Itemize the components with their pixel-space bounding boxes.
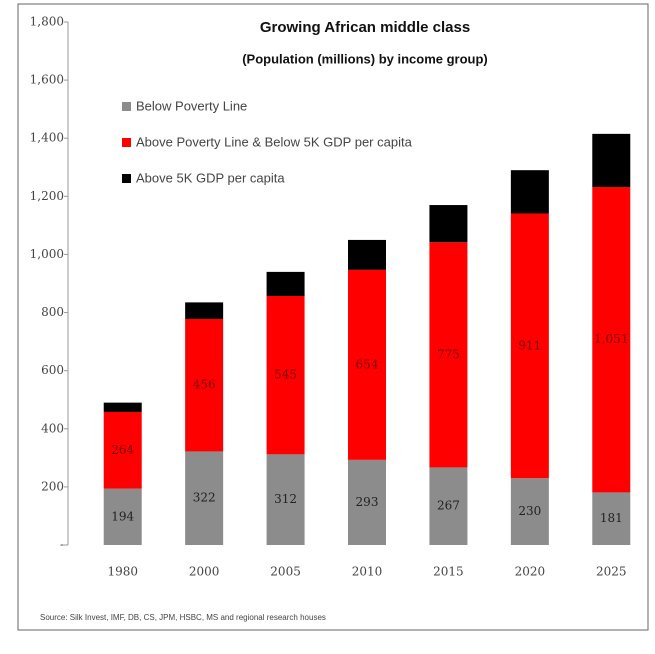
data-label: 267 <box>437 499 460 513</box>
y-tick-label: 1,000 <box>30 247 64 261</box>
y-tick-label: 400 <box>41 421 64 435</box>
x-tick-label: 2015 <box>433 565 464 579</box>
y-tick-label: 1,200 <box>30 189 64 203</box>
bar-segment <box>592 492 631 545</box>
data-label: 1,051 <box>594 332 628 346</box>
bar-segment <box>592 187 631 493</box>
y-tick-label: 600 <box>41 363 64 377</box>
data-label: 312 <box>274 492 297 506</box>
bar-segment <box>429 242 468 468</box>
data-label: 456 <box>193 378 216 392</box>
bar-segment <box>103 402 142 412</box>
data-label: 545 <box>274 368 297 382</box>
bar-segment <box>510 213 549 479</box>
x-tick-label: 2000 <box>189 565 220 579</box>
data-label: 775 <box>437 347 460 361</box>
bar-segment <box>266 271 305 296</box>
bar-segment <box>348 269 386 460</box>
bar-segment <box>266 454 305 545</box>
y-tick-label: 1,400 <box>30 131 64 145</box>
x-tick-label: 2005 <box>270 565 301 579</box>
legend-label: Below Poverty Line <box>136 98 247 113</box>
bar-segment <box>510 478 549 545</box>
x-tick-label: 2010 <box>352 565 383 579</box>
frame <box>17 3 649 631</box>
bar-segment <box>348 459 386 545</box>
data-label: 194 <box>111 509 134 523</box>
bar-segment <box>429 467 468 545</box>
bar-segment <box>185 302 224 319</box>
bar-segment <box>510 170 549 214</box>
data-label: 181 <box>600 511 623 525</box>
bar-segment <box>185 318 224 452</box>
bar-segment <box>429 205 468 243</box>
chart-subtitle: (Population (millions) by income group) <box>242 51 488 66</box>
legend-swatch <box>122 102 131 111</box>
bar-segment <box>185 451 224 545</box>
y-tick-label: 800 <box>41 305 64 319</box>
legend-label: Above Poverty Line & Below 5K GDP per ca… <box>136 134 413 149</box>
data-label: 230 <box>518 504 541 518</box>
bar-segment <box>266 295 305 455</box>
data-label: 264 <box>111 443 134 457</box>
y-tick-label: 1,600 <box>30 73 64 87</box>
legend-swatch <box>122 138 131 147</box>
bar-segment <box>103 411 142 489</box>
source: Source: Silk Invest, IMF, DB, CS, JPM, H… <box>40 613 326 622</box>
y-tick-label: 1,800 <box>30 15 64 29</box>
bar-segment <box>103 488 142 545</box>
legend-swatch <box>122 174 131 183</box>
data-label: 293 <box>356 495 379 509</box>
y-tick-label: - <box>60 538 64 552</box>
bar-segment <box>348 239 386 270</box>
chart-title: Growing African middle class <box>260 19 470 36</box>
data-label: 654 <box>356 357 379 371</box>
x-tick-label: 2025 <box>596 565 627 579</box>
y-tick-label: 200 <box>41 479 64 493</box>
x-tick-label: 2020 <box>515 565 546 579</box>
data-label: 322 <box>193 491 216 505</box>
bar-segment <box>592 133 631 188</box>
x-tick-label: 1980 <box>107 565 138 579</box>
data-label: 911 <box>518 338 541 352</box>
legend-label: Above 5K GDP per capita <box>136 170 285 185</box>
